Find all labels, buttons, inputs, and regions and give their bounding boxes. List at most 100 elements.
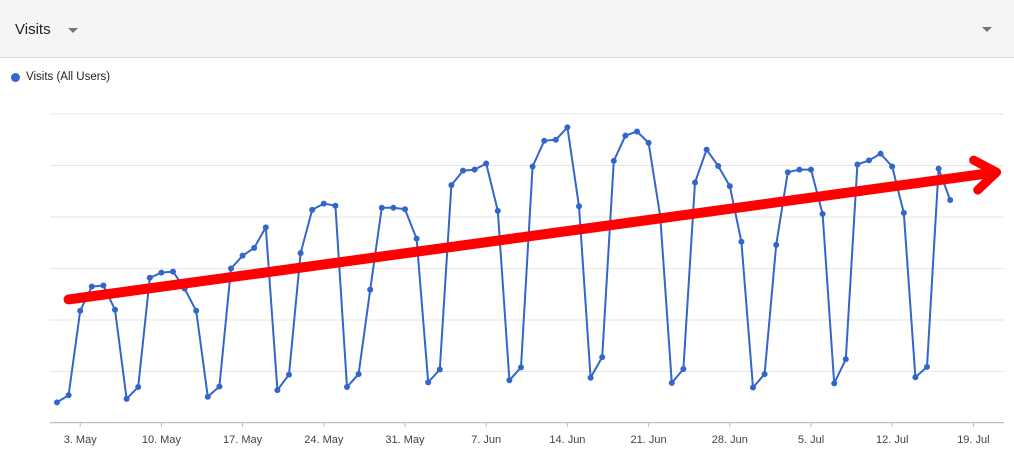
data-point[interactable] bbox=[854, 161, 861, 168]
data-point[interactable] bbox=[471, 166, 478, 173]
data-point[interactable] bbox=[425, 379, 432, 386]
data-point[interactable] bbox=[808, 166, 814, 173]
x-tick-label: 3. May bbox=[64, 434, 98, 446]
x-tick-label: 12. Jul bbox=[876, 434, 908, 446]
x-tick-label: 31. May bbox=[385, 434, 425, 446]
data-point[interactable] bbox=[216, 383, 223, 390]
data-point[interactable] bbox=[819, 210, 826, 217]
data-point[interactable] bbox=[135, 383, 142, 390]
data-point[interactable] bbox=[529, 163, 536, 170]
data-point[interactable] bbox=[750, 384, 756, 391]
data-point[interactable] bbox=[634, 128, 640, 135]
data-point[interactable] bbox=[947, 197, 954, 204]
data-point[interactable] bbox=[448, 182, 455, 189]
data-point[interactable] bbox=[204, 393, 211, 400]
data-point[interactable] bbox=[158, 269, 165, 276]
chevron-down-icon bbox=[67, 27, 78, 33]
data-point[interactable] bbox=[274, 387, 281, 394]
data-point[interactable] bbox=[146, 274, 153, 281]
data-point[interactable] bbox=[552, 136, 559, 143]
x-tick-label: 10. May bbox=[142, 434, 182, 446]
data-point[interactable] bbox=[889, 163, 896, 170]
data-point[interactable] bbox=[378, 204, 385, 211]
data-point[interactable] bbox=[100, 282, 107, 289]
data-point[interactable] bbox=[65, 392, 72, 399]
data-point[interactable] bbox=[251, 244, 258, 251]
data-point[interactable] bbox=[123, 395, 130, 402]
data-point[interactable] bbox=[773, 241, 780, 248]
series-visits bbox=[54, 124, 954, 406]
trend-arrow-head bbox=[969, 155, 1002, 195]
data-point[interactable] bbox=[355, 371, 362, 378]
x-axis: 3. May 10. May 17. May 24. May 31. May 7. Jun… bbox=[50, 422, 1004, 446]
x-tick-label: 24. May bbox=[304, 434, 344, 446]
data-point[interactable] bbox=[112, 306, 118, 313]
data-point[interactable] bbox=[796, 166, 803, 173]
data-point[interactable] bbox=[645, 139, 652, 146]
data-point[interactable] bbox=[228, 265, 234, 272]
data-point[interactable] bbox=[297, 250, 304, 257]
data-point[interactable] bbox=[494, 207, 501, 214]
data-point[interactable] bbox=[88, 283, 95, 290]
data-point[interactable] bbox=[610, 157, 617, 164]
data-point[interactable] bbox=[784, 169, 791, 176]
annotations bbox=[63, 155, 1002, 305]
data-point[interactable] bbox=[935, 165, 942, 172]
data-point[interactable] bbox=[912, 374, 919, 381]
data-point[interactable] bbox=[842, 356, 849, 363]
metric-selector-label: Visits bbox=[15, 20, 51, 38]
data-point[interactable] bbox=[726, 183, 733, 190]
data-point[interactable] bbox=[193, 307, 200, 314]
data-point[interactable] bbox=[866, 157, 872, 164]
data-point[interactable] bbox=[436, 366, 443, 373]
data-point[interactable] bbox=[460, 167, 466, 174]
data-point[interactable] bbox=[309, 206, 316, 213]
data-point[interactable] bbox=[239, 252, 246, 259]
data-point[interactable] bbox=[483, 160, 490, 167]
data-point[interactable] bbox=[587, 374, 594, 381]
data-point[interactable] bbox=[715, 163, 722, 170]
trend-arrow-shaft bbox=[63, 168, 990, 305]
data-point[interactable] bbox=[402, 206, 408, 213]
x-tick-label: 17. May bbox=[223, 434, 263, 446]
data-point[interactable] bbox=[924, 363, 930, 370]
data-point[interactable] bbox=[692, 179, 698, 186]
data-point[interactable] bbox=[506, 377, 513, 384]
series-line bbox=[56, 126, 952, 404]
x-tick-label: 19. Jul bbox=[957, 434, 989, 446]
legend-label: Visits (All Users) bbox=[26, 71, 111, 83]
data-point[interactable] bbox=[286, 371, 292, 378]
data-point[interactable] bbox=[599, 354, 606, 361]
data-point[interactable] bbox=[262, 224, 269, 231]
data-point[interactable] bbox=[738, 238, 745, 245]
data-point[interactable] bbox=[541, 137, 548, 144]
data-point[interactable] bbox=[900, 209, 907, 216]
data-point[interactable] bbox=[54, 399, 60, 406]
data-point[interactable] bbox=[622, 132, 629, 139]
data-point[interactable] bbox=[877, 150, 884, 157]
options-dropdown[interactable] bbox=[980, 24, 994, 34]
data-point[interactable] bbox=[668, 379, 675, 386]
data-point[interactable] bbox=[413, 235, 420, 242]
data-point[interactable] bbox=[332, 202, 339, 209]
data-point[interactable] bbox=[344, 383, 350, 390]
data-point[interactable] bbox=[831, 380, 838, 387]
x-tick-label: 5. Jul bbox=[798, 434, 824, 446]
data-point[interactable] bbox=[564, 124, 571, 131]
chevron-down-icon bbox=[982, 26, 992, 32]
data-point[interactable] bbox=[518, 364, 524, 371]
data-point[interactable] bbox=[576, 203, 582, 210]
metric-selector[interactable]: Visits bbox=[15, 18, 78, 40]
data-point[interactable] bbox=[680, 365, 687, 372]
data-point[interactable] bbox=[77, 307, 84, 314]
x-tick-label: 7. Jun bbox=[471, 434, 501, 446]
x-tick-label: 14. Jun bbox=[549, 434, 585, 446]
data-point[interactable] bbox=[761, 371, 768, 378]
data-point[interactable] bbox=[390, 204, 397, 211]
data-point[interactable] bbox=[703, 146, 710, 153]
chart-header: Visits bbox=[0, 0, 1014, 58]
data-point[interactable] bbox=[170, 268, 176, 275]
data-point[interactable] bbox=[320, 200, 327, 207]
data-point[interactable] bbox=[367, 286, 374, 293]
